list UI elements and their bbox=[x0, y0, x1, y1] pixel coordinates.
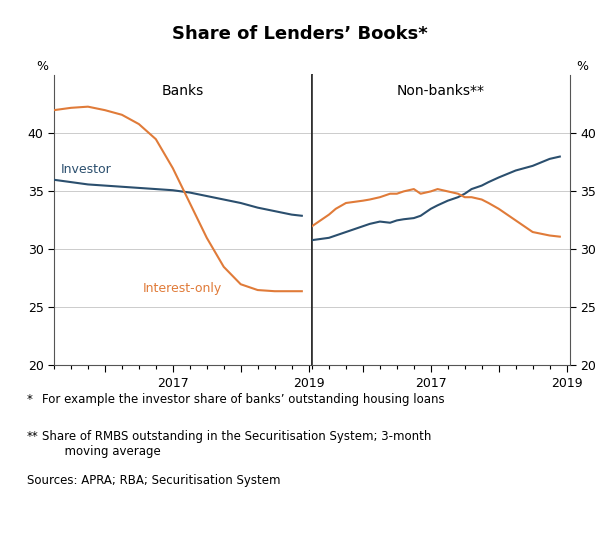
Text: Investor: Investor bbox=[61, 163, 112, 176]
Text: Share of Lenders’ Books*: Share of Lenders’ Books* bbox=[172, 25, 428, 43]
Text: For example the investor share of banks’ outstanding housing loans: For example the investor share of banks’… bbox=[42, 393, 445, 406]
Text: **: ** bbox=[27, 430, 39, 442]
Text: %: % bbox=[576, 60, 588, 73]
Text: Banks: Banks bbox=[162, 84, 204, 98]
Text: *: * bbox=[27, 393, 33, 406]
Text: Sources: APRA; RBA; Securitisation System: Sources: APRA; RBA; Securitisation Syste… bbox=[27, 474, 281, 487]
Text: Interest-only: Interest-only bbox=[142, 282, 221, 295]
Text: Non-banks**: Non-banks** bbox=[397, 84, 485, 98]
Text: Share of RMBS outstanding in the Securitisation System; 3-month
      moving ave: Share of RMBS outstanding in the Securit… bbox=[42, 430, 431, 458]
Text: %: % bbox=[36, 60, 48, 73]
